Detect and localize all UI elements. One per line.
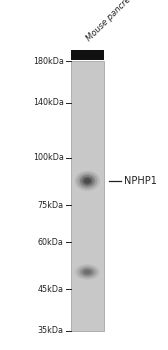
Text: 140kDa: 140kDa — [33, 98, 64, 107]
Ellipse shape — [84, 270, 91, 274]
Ellipse shape — [75, 171, 100, 191]
Text: NPHP1: NPHP1 — [124, 176, 157, 186]
Ellipse shape — [80, 175, 95, 187]
Ellipse shape — [77, 266, 97, 278]
Ellipse shape — [82, 177, 92, 185]
Text: 35kDa: 35kDa — [38, 326, 64, 335]
Text: 100kDa: 100kDa — [33, 154, 64, 162]
Ellipse shape — [75, 264, 100, 280]
Text: 75kDa: 75kDa — [38, 201, 64, 210]
Text: Mouse pancreas: Mouse pancreas — [84, 0, 139, 43]
Bar — [71, 50, 104, 60]
Ellipse shape — [80, 267, 95, 277]
Text: 60kDa: 60kDa — [38, 238, 64, 246]
Text: 180kDa: 180kDa — [33, 57, 64, 66]
Ellipse shape — [84, 178, 91, 183]
Ellipse shape — [77, 173, 97, 189]
Bar — [71, 61, 104, 331]
Ellipse shape — [82, 269, 92, 275]
Text: 45kDa: 45kDa — [38, 285, 64, 294]
